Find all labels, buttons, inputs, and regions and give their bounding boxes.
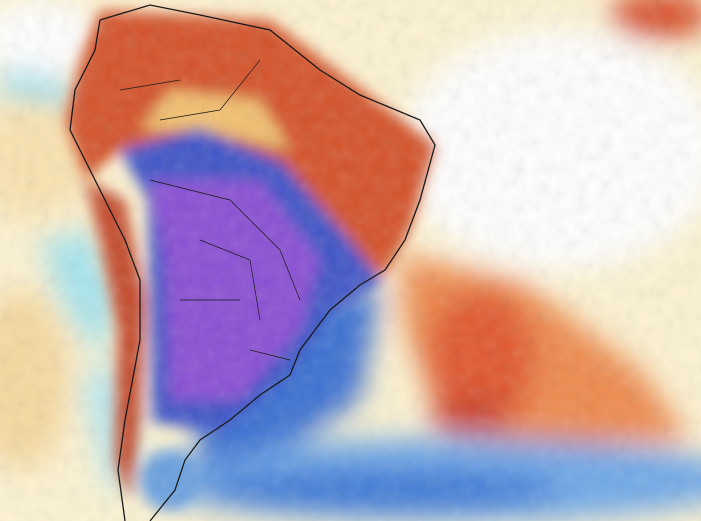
borders <box>119 59 301 361</box>
coastline <box>69 4 436 521</box>
